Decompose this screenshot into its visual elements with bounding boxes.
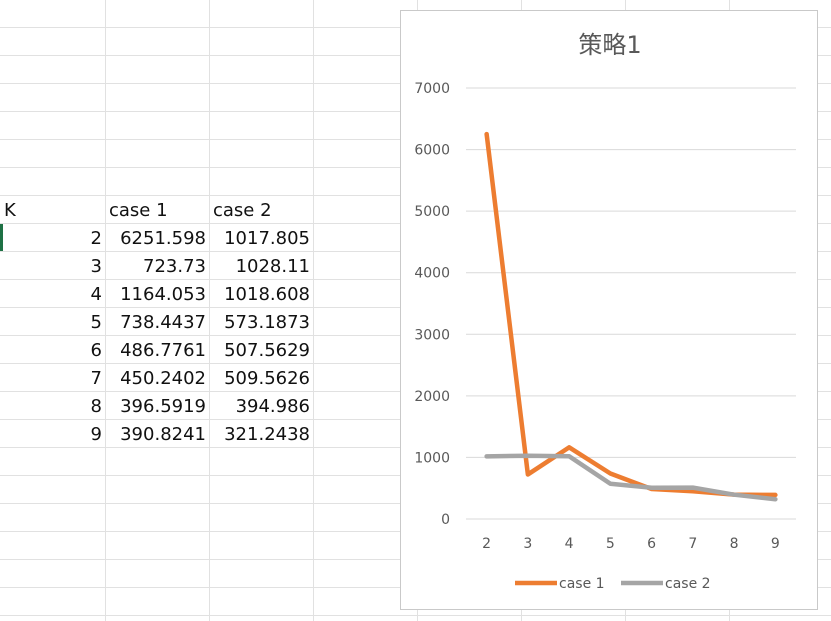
chart-title[interactable]: 策略1: [578, 31, 641, 59]
cell-case2[interactable]: 507.5629: [209, 337, 313, 365]
cell-k[interactable]: 7: [0, 365, 105, 393]
cell-case2[interactable]: 1018.608: [209, 281, 313, 309]
cell-k[interactable]: 8: [0, 393, 105, 421]
cell-case1[interactable]: 450.2402: [105, 365, 209, 393]
y-tick-label: 3000: [414, 327, 450, 343]
x-tick-label: 3: [523, 536, 532, 552]
series-lines: [487, 134, 776, 499]
y-tick-label: 5000: [414, 204, 450, 220]
x-axis-ticks: 2 3 4 5 6 7 8 9: [482, 536, 780, 552]
y-tick-label: 7000: [414, 81, 450, 97]
x-tick-label: 7: [688, 536, 697, 552]
cell-k[interactable]: 3: [0, 253, 105, 281]
series-line-1: [487, 134, 776, 495]
header-cell-case2[interactable]: case 2: [209, 197, 313, 225]
cell-k[interactable]: 4: [0, 281, 105, 309]
chart-legend[interactable]: case 1 case 2: [515, 576, 711, 592]
x-tick-label: 6: [647, 536, 656, 552]
cell-case1[interactable]: 1164.053: [105, 281, 209, 309]
cell-case2[interactable]: 573.1873: [209, 309, 313, 337]
series-line-2: [487, 456, 776, 500]
cell-k[interactable]: 6: [0, 337, 105, 365]
cell-case1[interactable]: 396.5919: [105, 393, 209, 421]
x-tick-label: 4: [565, 536, 574, 552]
header-cell-k[interactable]: K: [0, 197, 105, 225]
y-tick-label: 1000: [414, 450, 450, 466]
cell-case2[interactable]: 394.986: [209, 393, 313, 421]
cell-case1[interactable]: 6251.598: [105, 225, 209, 253]
x-tick-label: 9: [771, 536, 780, 552]
cell-case1[interactable]: 390.8241: [105, 421, 209, 449]
row-divider: [0, 615, 831, 616]
cell-case2[interactable]: 509.5626: [209, 365, 313, 393]
y-tick-label: 0: [441, 512, 450, 528]
y-tick-label: 4000: [414, 266, 450, 282]
column-divider: [313, 0, 314, 621]
cell-case2[interactable]: 321.2438: [209, 421, 313, 449]
y-tick-label: 6000: [414, 143, 450, 159]
chart-canvas: 策略1 0 1000 2000 3000 4000 5000 6000 7000 2 3 4 5 6 7…: [401, 11, 817, 609]
cell-k[interactable]: 2: [0, 225, 105, 253]
y-axis-ticks: 0 1000 2000 3000 4000 5000 6000 7000: [414, 81, 450, 528]
line-chart[interactable]: 策略1 0 1000 2000 3000 4000 5000 6000 7000 2 3 4 5 6 7…: [400, 10, 818, 610]
cell-case2[interactable]: 1017.805: [209, 225, 313, 253]
cell-case1[interactable]: 723.73: [105, 253, 209, 281]
cell-k[interactable]: 9: [0, 421, 105, 449]
x-tick-label: 2: [482, 536, 491, 552]
x-tick-label: 5: [606, 536, 615, 552]
cell-case1[interactable]: 486.7761: [105, 337, 209, 365]
header-cell-case1[interactable]: case 1: [105, 197, 209, 225]
cell-k[interactable]: 5: [0, 309, 105, 337]
legend-label-2: case 2: [665, 576, 711, 592]
x-tick-label: 8: [730, 536, 739, 552]
cell-case2[interactable]: 1028.11: [209, 253, 313, 281]
y-tick-label: 2000: [414, 389, 450, 405]
cell-case1[interactable]: 738.4437: [105, 309, 209, 337]
legend-label-1: case 1: [559, 576, 605, 592]
